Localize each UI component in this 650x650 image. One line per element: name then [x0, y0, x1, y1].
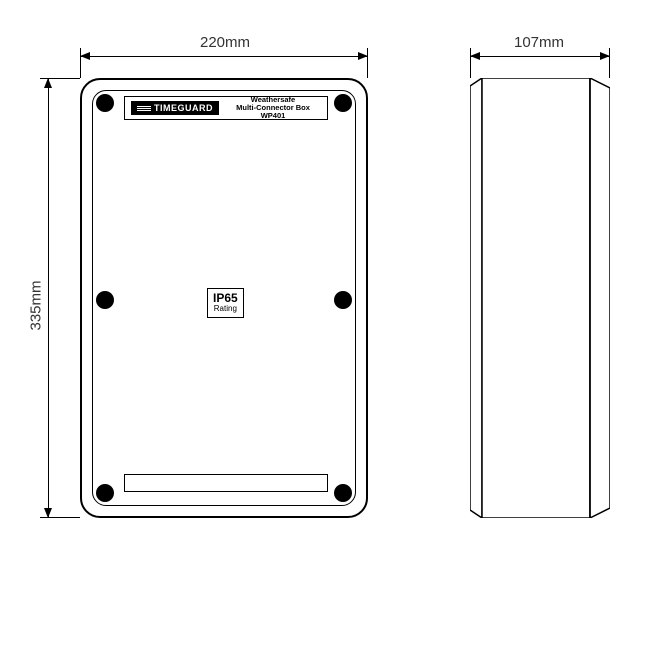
arrow-icon [44, 78, 52, 88]
screw-icon [334, 484, 352, 502]
width-dimension-label: 220mm [200, 34, 250, 51]
dim-line-height [48, 78, 49, 518]
screw-icon [96, 484, 114, 502]
arrow-icon [80, 52, 90, 60]
rating-sub: Rating [213, 304, 238, 314]
screw-icon [96, 291, 114, 309]
screw-icon [334, 291, 352, 309]
dim-line-width [80, 56, 368, 57]
front-view: TIMEGUARD Weathersafe Multi-Connector Bo… [80, 78, 368, 518]
screw-icon [334, 94, 352, 112]
side-view [470, 78, 610, 518]
arrow-icon [358, 52, 368, 60]
technical-drawing: 220mm 107mm 335mm TIMEGUARD Weathersafe … [0, 0, 650, 650]
brand-badge: TIMEGUARD [131, 101, 219, 115]
side-view-svg [470, 78, 610, 518]
bottom-strip [124, 474, 328, 492]
screw-icon [96, 94, 114, 112]
product-label-text: Weathersafe Multi-Connector Box WP401 [225, 96, 321, 121]
arrow-icon [470, 52, 480, 60]
brand-label-plate: TIMEGUARD Weathersafe Multi-Connector Bo… [124, 96, 328, 120]
arrow-icon [600, 52, 610, 60]
rating-main: IP65 [213, 292, 238, 304]
brand-name: TIMEGUARD [154, 103, 213, 113]
rating-box: IP65 Rating [207, 288, 244, 318]
product-label-line2: Multi-Connector Box WP401 [225, 104, 321, 121]
arrow-icon [44, 508, 52, 518]
brand-stripes-icon [137, 105, 151, 112]
dim-line-depth [470, 56, 610, 57]
depth-dimension-label: 107mm [514, 34, 564, 51]
height-dimension-label: 335mm [28, 271, 45, 331]
